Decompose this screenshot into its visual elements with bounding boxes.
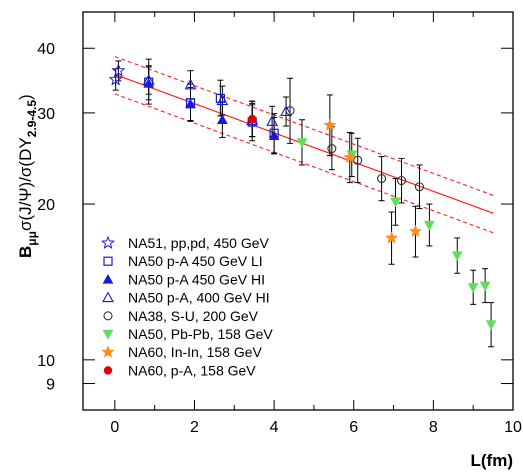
data-point bbox=[296, 138, 308, 149]
y-title-close: ) bbox=[16, 94, 35, 100]
legend-marker bbox=[102, 273, 114, 284]
x-tick-label: 0 bbox=[110, 419, 119, 436]
data-markers bbox=[108, 63, 497, 331]
y-title-body-sub: 2.9-4.5 bbox=[25, 100, 39, 138]
legend-marker bbox=[102, 291, 114, 303]
fit-band-line bbox=[114, 93, 494, 234]
x-tick-label: 10 bbox=[504, 419, 522, 436]
data-point bbox=[423, 220, 435, 231]
data-point bbox=[268, 130, 280, 141]
y-tick-label: 10 bbox=[37, 353, 55, 370]
axis-ticks: 0 2 4 6 8 10 9 10 20 30 40 bbox=[37, 12, 522, 436]
data-point bbox=[285, 106, 295, 116]
legend-label: NA60, In-In, 158 GeV bbox=[128, 344, 263, 360]
data-point bbox=[184, 78, 197, 90]
data-point bbox=[414, 182, 424, 192]
data-point bbox=[266, 115, 279, 126]
y-title-main: B bbox=[16, 246, 35, 258]
legend-marker bbox=[101, 345, 115, 358]
y-axis-title: Bμμσ(J/Ψ)/σ(DY2.9-4.5) bbox=[16, 94, 39, 258]
x-tick-label: 4 bbox=[270, 419, 279, 436]
legend-marker bbox=[103, 311, 113, 321]
x-tick-label: 2 bbox=[190, 419, 199, 436]
data-point bbox=[390, 197, 401, 208]
data-point bbox=[385, 231, 399, 244]
legend-label: NA38, S-U, 200 GeV bbox=[128, 308, 259, 324]
y-tick-label: 9 bbox=[46, 377, 55, 394]
data-point bbox=[353, 155, 363, 165]
data-point bbox=[408, 224, 422, 238]
y-tick-label: 40 bbox=[37, 41, 55, 58]
fit-band-line bbox=[114, 56, 494, 196]
data-point bbox=[143, 77, 155, 88]
data-point bbox=[108, 72, 123, 86]
data-point bbox=[280, 105, 292, 116]
data-point bbox=[451, 251, 463, 262]
legend-label: NA51, pp,pd, 450 GeV bbox=[128, 235, 270, 251]
y-title-body: σ(J/Ψ)/σ(DY bbox=[16, 137, 35, 231]
data-point bbox=[396, 176, 407, 186]
x-axis-title: L(fm) bbox=[471, 451, 513, 470]
legend: NA51, pp,pd, 450 GeV NA50 p-A 450 GeV LI N… bbox=[100, 235, 273, 378]
legend-label: NA50 p-A 450 GeV HI bbox=[128, 271, 265, 287]
legend-marker bbox=[103, 256, 113, 266]
legend-label: NA50 p-A 450 GeV LI bbox=[128, 253, 263, 269]
legend-marker bbox=[100, 235, 116, 249]
data-point bbox=[216, 94, 229, 106]
y-tick-label: 30 bbox=[37, 106, 55, 123]
data-point bbox=[185, 98, 196, 109]
data-point bbox=[323, 118, 337, 131]
data-point bbox=[327, 144, 337, 154]
y-title-main-sub: μμ bbox=[25, 231, 39, 246]
data-point bbox=[216, 114, 228, 125]
data-point bbox=[247, 114, 257, 124]
fit-lines bbox=[114, 56, 494, 234]
axis-frame bbox=[82, 11, 514, 411]
data-point bbox=[142, 74, 155, 85]
data-point bbox=[111, 63, 126, 77]
x-tick-label: 8 bbox=[429, 419, 438, 436]
y-axis-title-group: Bμμσ(J/Ψ)/σ(DY2.9-4.5) bbox=[16, 94, 39, 258]
plot-frame bbox=[82, 11, 514, 411]
data-point bbox=[377, 174, 387, 184]
data-point bbox=[485, 320, 497, 331]
legend-label: NA50 p-A, 400 GeV HI bbox=[128, 290, 270, 306]
legend-marker bbox=[102, 329, 114, 340]
data-point bbox=[467, 283, 479, 293]
y-tick-label: 20 bbox=[37, 197, 55, 214]
legend-marker bbox=[103, 366, 113, 375]
legend-label: NA50, Pb-Pb, 158 GeV bbox=[128, 326, 273, 342]
data-point bbox=[479, 281, 491, 292]
x-tick-label: 6 bbox=[349, 419, 358, 436]
legend-label: NA60, p-A, 158 GeV bbox=[128, 362, 256, 378]
data-point bbox=[343, 150, 357, 164]
